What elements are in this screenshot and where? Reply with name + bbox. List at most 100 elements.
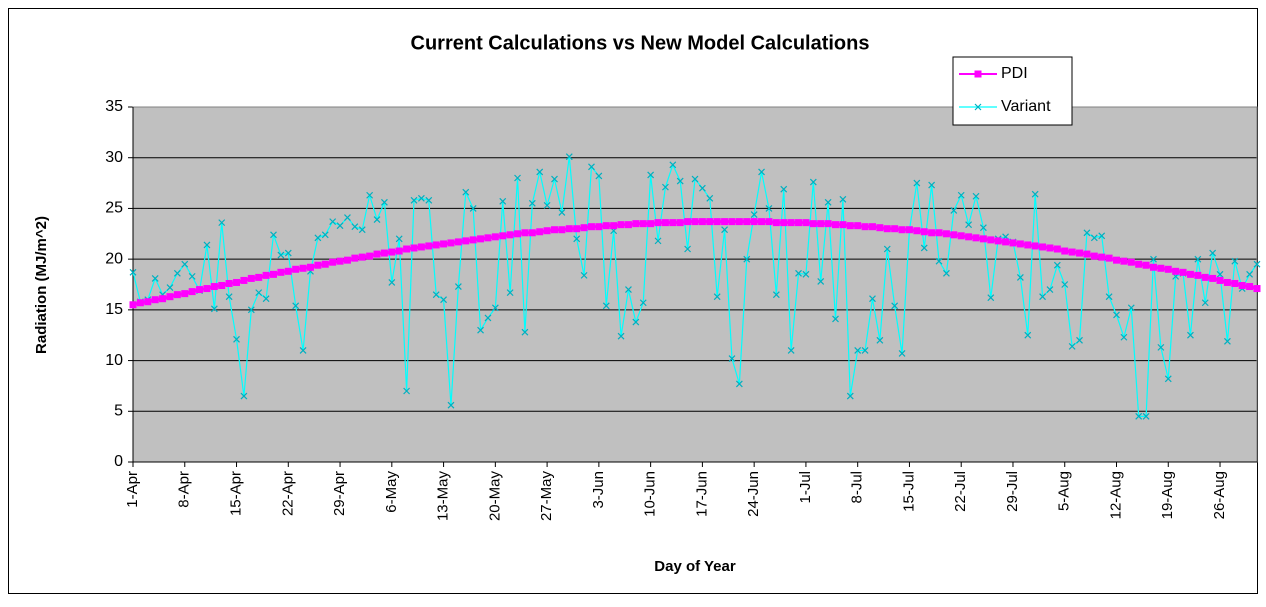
marker — [1039, 293, 1046, 301]
marker — [373, 250, 381, 258]
marker — [839, 221, 847, 229]
x-tick-label: 1-Apr — [124, 471, 141, 508]
marker — [1090, 252, 1098, 260]
marker — [750, 218, 758, 226]
marker — [255, 289, 263, 297]
marker — [321, 231, 329, 239]
marker — [1053, 245, 1061, 253]
marker — [425, 242, 433, 250]
marker — [388, 279, 396, 286]
marker — [824, 198, 832, 206]
marker — [558, 226, 566, 234]
marker — [440, 240, 448, 248]
marker — [905, 226, 913, 234]
marker — [417, 194, 425, 202]
marker — [1039, 243, 1047, 251]
marker — [521, 328, 529, 336]
marker — [817, 278, 825, 285]
marker — [891, 225, 899, 233]
marker — [1135, 412, 1143, 420]
x-tick-label: 15-Jul — [900, 471, 917, 512]
marker — [957, 232, 965, 240]
marker — [817, 220, 825, 228]
marker — [573, 225, 581, 233]
marker — [565, 153, 573, 161]
marker — [869, 295, 876, 303]
marker — [477, 326, 484, 334]
marker — [676, 219, 684, 227]
x-tick-label: 20-May — [486, 471, 503, 522]
marker — [1246, 283, 1254, 291]
marker — [1002, 238, 1010, 246]
marker — [809, 220, 817, 228]
marker — [1223, 278, 1231, 286]
marker — [987, 236, 995, 244]
marker — [802, 270, 810, 278]
marker — [706, 194, 714, 202]
marker — [654, 219, 662, 227]
marker — [314, 234, 322, 242]
marker — [639, 299, 647, 307]
series-0 — [129, 218, 1261, 309]
marker — [647, 220, 655, 228]
marker — [432, 241, 440, 249]
marker — [181, 260, 189, 268]
marker — [233, 335, 240, 343]
marker — [351, 254, 359, 262]
marker — [1142, 412, 1150, 420]
marker — [314, 261, 322, 269]
marker — [1046, 244, 1054, 252]
marker — [639, 220, 647, 228]
marker — [1098, 253, 1106, 261]
marker — [1016, 240, 1024, 248]
marker — [1149, 263, 1157, 271]
marker — [558, 209, 566, 216]
marker — [477, 235, 485, 243]
marker — [891, 302, 899, 310]
marker — [1216, 276, 1224, 284]
marker — [395, 247, 403, 255]
x-tick-label: 19-Aug — [1159, 471, 1176, 519]
marker — [247, 306, 255, 314]
y-axis-title: Radiation (MJ/m^2) — [33, 216, 50, 354]
marker — [1157, 343, 1165, 351]
marker — [587, 223, 595, 231]
marker — [551, 175, 558, 183]
marker — [713, 218, 721, 226]
marker — [787, 219, 795, 227]
marker — [750, 211, 758, 218]
marker — [321, 260, 329, 268]
marker — [373, 216, 381, 224]
marker — [728, 355, 736, 362]
marker — [780, 185, 788, 193]
marker — [979, 224, 987, 232]
marker — [521, 229, 529, 237]
marker — [706, 218, 714, 226]
marker — [846, 392, 854, 400]
marker — [735, 218, 743, 226]
series-1 — [129, 153, 1261, 420]
marker — [1238, 282, 1246, 290]
marker — [647, 171, 655, 179]
x-tick-label: 22-Apr — [279, 471, 296, 516]
marker — [780, 219, 788, 227]
x-axis-title: Day of Year — [654, 558, 736, 575]
x-tick-label: 22-Jul — [952, 471, 969, 512]
marker — [262, 295, 270, 303]
marker — [1090, 234, 1098, 242]
x-tick-label: 1-Jul — [797, 471, 814, 504]
marker — [1164, 265, 1172, 273]
marker — [1113, 311, 1120, 319]
marker — [595, 172, 603, 180]
marker — [994, 237, 1002, 245]
marker — [698, 218, 706, 226]
marker — [965, 221, 973, 229]
marker — [410, 196, 418, 204]
marker — [1024, 331, 1032, 339]
marker — [306, 263, 314, 271]
marker — [1127, 304, 1135, 312]
marker — [868, 223, 876, 231]
legend: PDI Variant — [952, 56, 1073, 126]
marker — [528, 229, 536, 237]
marker — [1253, 285, 1261, 293]
